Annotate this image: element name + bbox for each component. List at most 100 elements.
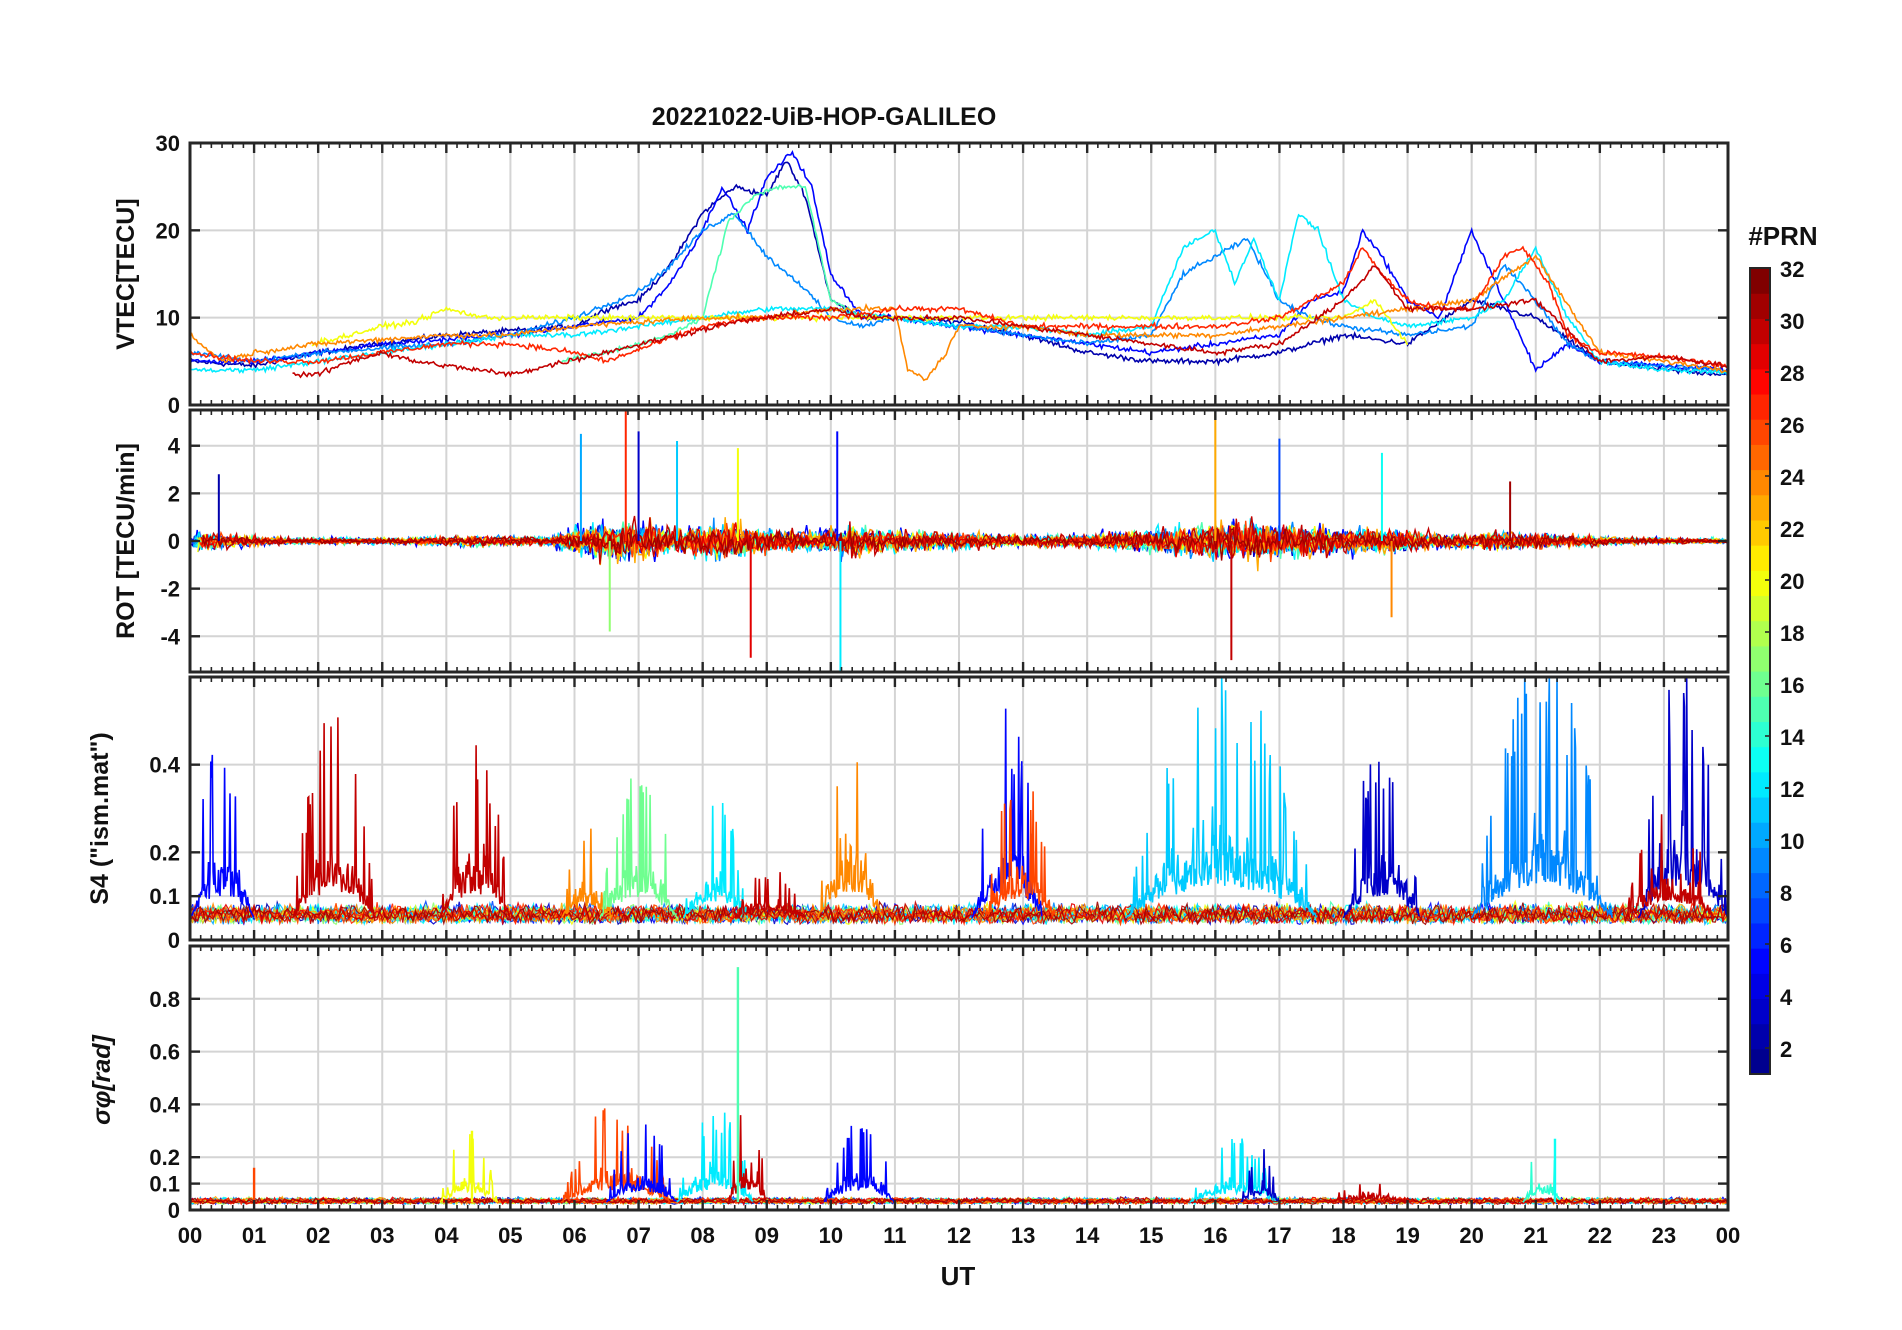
colorbar-segment: [1750, 822, 1770, 848]
burst-trace: [1624, 814, 1716, 919]
colorbar-segment: [1750, 897, 1770, 924]
colorbar-segment: [1750, 671, 1770, 697]
x-tick-label: 00: [178, 1223, 202, 1248]
x-tick-label: 02: [306, 1223, 330, 1248]
rot-series-line: [202, 528, 1728, 561]
x-tick-label: 10: [819, 1223, 843, 1248]
colorbar-segment: [1750, 998, 1770, 1025]
y-tick-label: 0.8: [149, 987, 180, 1012]
colorbar-segment: [1750, 595, 1770, 622]
x-tick-label: 09: [755, 1223, 779, 1248]
burst-trace: [1637, 677, 1728, 919]
x-tick-label: 00: [1716, 1223, 1740, 1248]
x-tick-label: 11: [883, 1223, 906, 1248]
colorbar-segment: [1750, 545, 1770, 571]
colorbar-tick-label: 12: [1780, 777, 1804, 802]
colorbar-segment: [1750, 872, 1770, 899]
colorbar-segment: [1750, 494, 1770, 521]
x-ticks: [188, 677, 1730, 940]
burst-trace: [971, 708, 1043, 919]
x-tick-label: 06: [562, 1223, 586, 1248]
burst-trace: [439, 745, 511, 919]
x-ticks: [188, 143, 1730, 405]
colorbar-tick-label: 22: [1780, 517, 1804, 542]
burst-trace: [727, 1115, 767, 1203]
burst-trace: [817, 762, 883, 919]
colorbar-tick-label: 4: [1780, 985, 1793, 1010]
x-tick-label: 15: [1139, 1223, 1163, 1248]
plot-area: [190, 410, 1728, 672]
y-tick-label: 0.6: [149, 1040, 180, 1065]
x-tick-label: 01: [242, 1223, 266, 1248]
y-tick-label: 0: [168, 928, 180, 953]
colorbar-tick-label: 24: [1780, 465, 1805, 490]
colorbar-segment: [1750, 519, 1770, 546]
x-tick-label: 13: [1011, 1223, 1035, 1248]
gridlines: [190, 946, 1728, 1211]
burst-trace: [1330, 1183, 1407, 1203]
colorbar-tick-label: 32: [1780, 257, 1804, 282]
vtec-series-line: [561, 183, 863, 363]
colorbar-segment: [1750, 469, 1770, 496]
panel-1: 0 10 20 30 VTEC[TECU]: [112, 131, 1730, 418]
y-tick-label: 0.1: [149, 884, 180, 909]
y-tick-label: 10: [156, 306, 180, 331]
y-tick-label: -2: [160, 577, 180, 602]
x-tick-label: 04: [434, 1223, 459, 1248]
x-tick-label: 14: [1075, 1223, 1100, 1248]
y-axis-label: ROT [TECU/min]: [112, 443, 140, 639]
burst-trace: [190, 754, 255, 919]
colorbar-segment: [1750, 847, 1770, 874]
x-tick-label: 23: [1652, 1223, 1676, 1248]
vtec-series-line: [292, 265, 1728, 379]
colorbar-tick-label: 2: [1780, 1037, 1792, 1062]
vtec-series-line: [311, 299, 1409, 347]
vtec-series-line: [190, 212, 1728, 376]
burst-trace: [599, 778, 678, 919]
y-tick-label: 20: [156, 218, 180, 243]
y-tick-label: 0.1: [149, 1172, 180, 1197]
colorbar-segment: [1750, 771, 1770, 798]
y-tick-label: 0.4: [149, 1092, 180, 1117]
burst-trace: [734, 872, 806, 919]
x-ticks: [188, 946, 1730, 1210]
colorbar-segment: [1750, 1023, 1770, 1050]
colorbar-tick-label: 18: [1780, 621, 1804, 646]
panel-4: 00.10.2 0.4 0.6 0.8 σφ[rad]: [88, 944, 1730, 1223]
y-tick-label: -4: [160, 624, 180, 649]
colorbar-tick-label: 28: [1780, 361, 1804, 386]
y-tick-label: 2: [168, 481, 180, 506]
colorbar-segment: [1750, 746, 1770, 773]
plot-area: [190, 150, 1728, 382]
x-tick-label: 07: [626, 1223, 650, 1248]
panel-2: -4 -2 0 2 4 ROT [TECU/min]: [112, 408, 1730, 674]
colorbar-segment: [1750, 368, 1770, 395]
colorbar-segment: [1750, 922, 1770, 949]
colorbar-tick-label: 30: [1780, 309, 1804, 334]
x-axis: 00 01 02 03 04 05 06 07 08 09 10 11 12 13 14 15 16 17 18 19…: [178, 1223, 1740, 1248]
y-tick-label: 30: [156, 131, 180, 156]
colorbar-segment: [1750, 570, 1770, 597]
burst-trace: [823, 1125, 895, 1203]
colorbar-segment: [1750, 268, 1770, 294]
colorbar-segment: [1750, 293, 1770, 319]
colorbar-segment: [1750, 645, 1770, 672]
colorbar-segment: [1750, 721, 1770, 748]
burst-trace: [561, 1108, 671, 1203]
colorbar-segment: [1750, 444, 1770, 471]
colorbar-segment: [1750, 796, 1770, 823]
x-tick-label: 16: [1203, 1223, 1227, 1248]
burst-trace: [1124, 677, 1318, 919]
x-tick-label: 05: [498, 1223, 522, 1248]
colorbar-segment: [1750, 1048, 1770, 1075]
colorbar-tick-label: 6: [1780, 933, 1792, 958]
colorbar-segment: [1750, 318, 1770, 345]
y-tick-label: 0: [168, 529, 180, 554]
y-axis-label: VTEC[TECU]: [112, 198, 140, 349]
burst-trace: [1240, 1149, 1280, 1203]
panel-3: 0 0.1 0.2 0.4 S4 ("ism.mat"): [86, 675, 1730, 953]
x-tick-label: 18: [1331, 1223, 1355, 1248]
x-tick-label: 17: [1267, 1223, 1291, 1248]
colorbar-segment: [1750, 343, 1770, 370]
